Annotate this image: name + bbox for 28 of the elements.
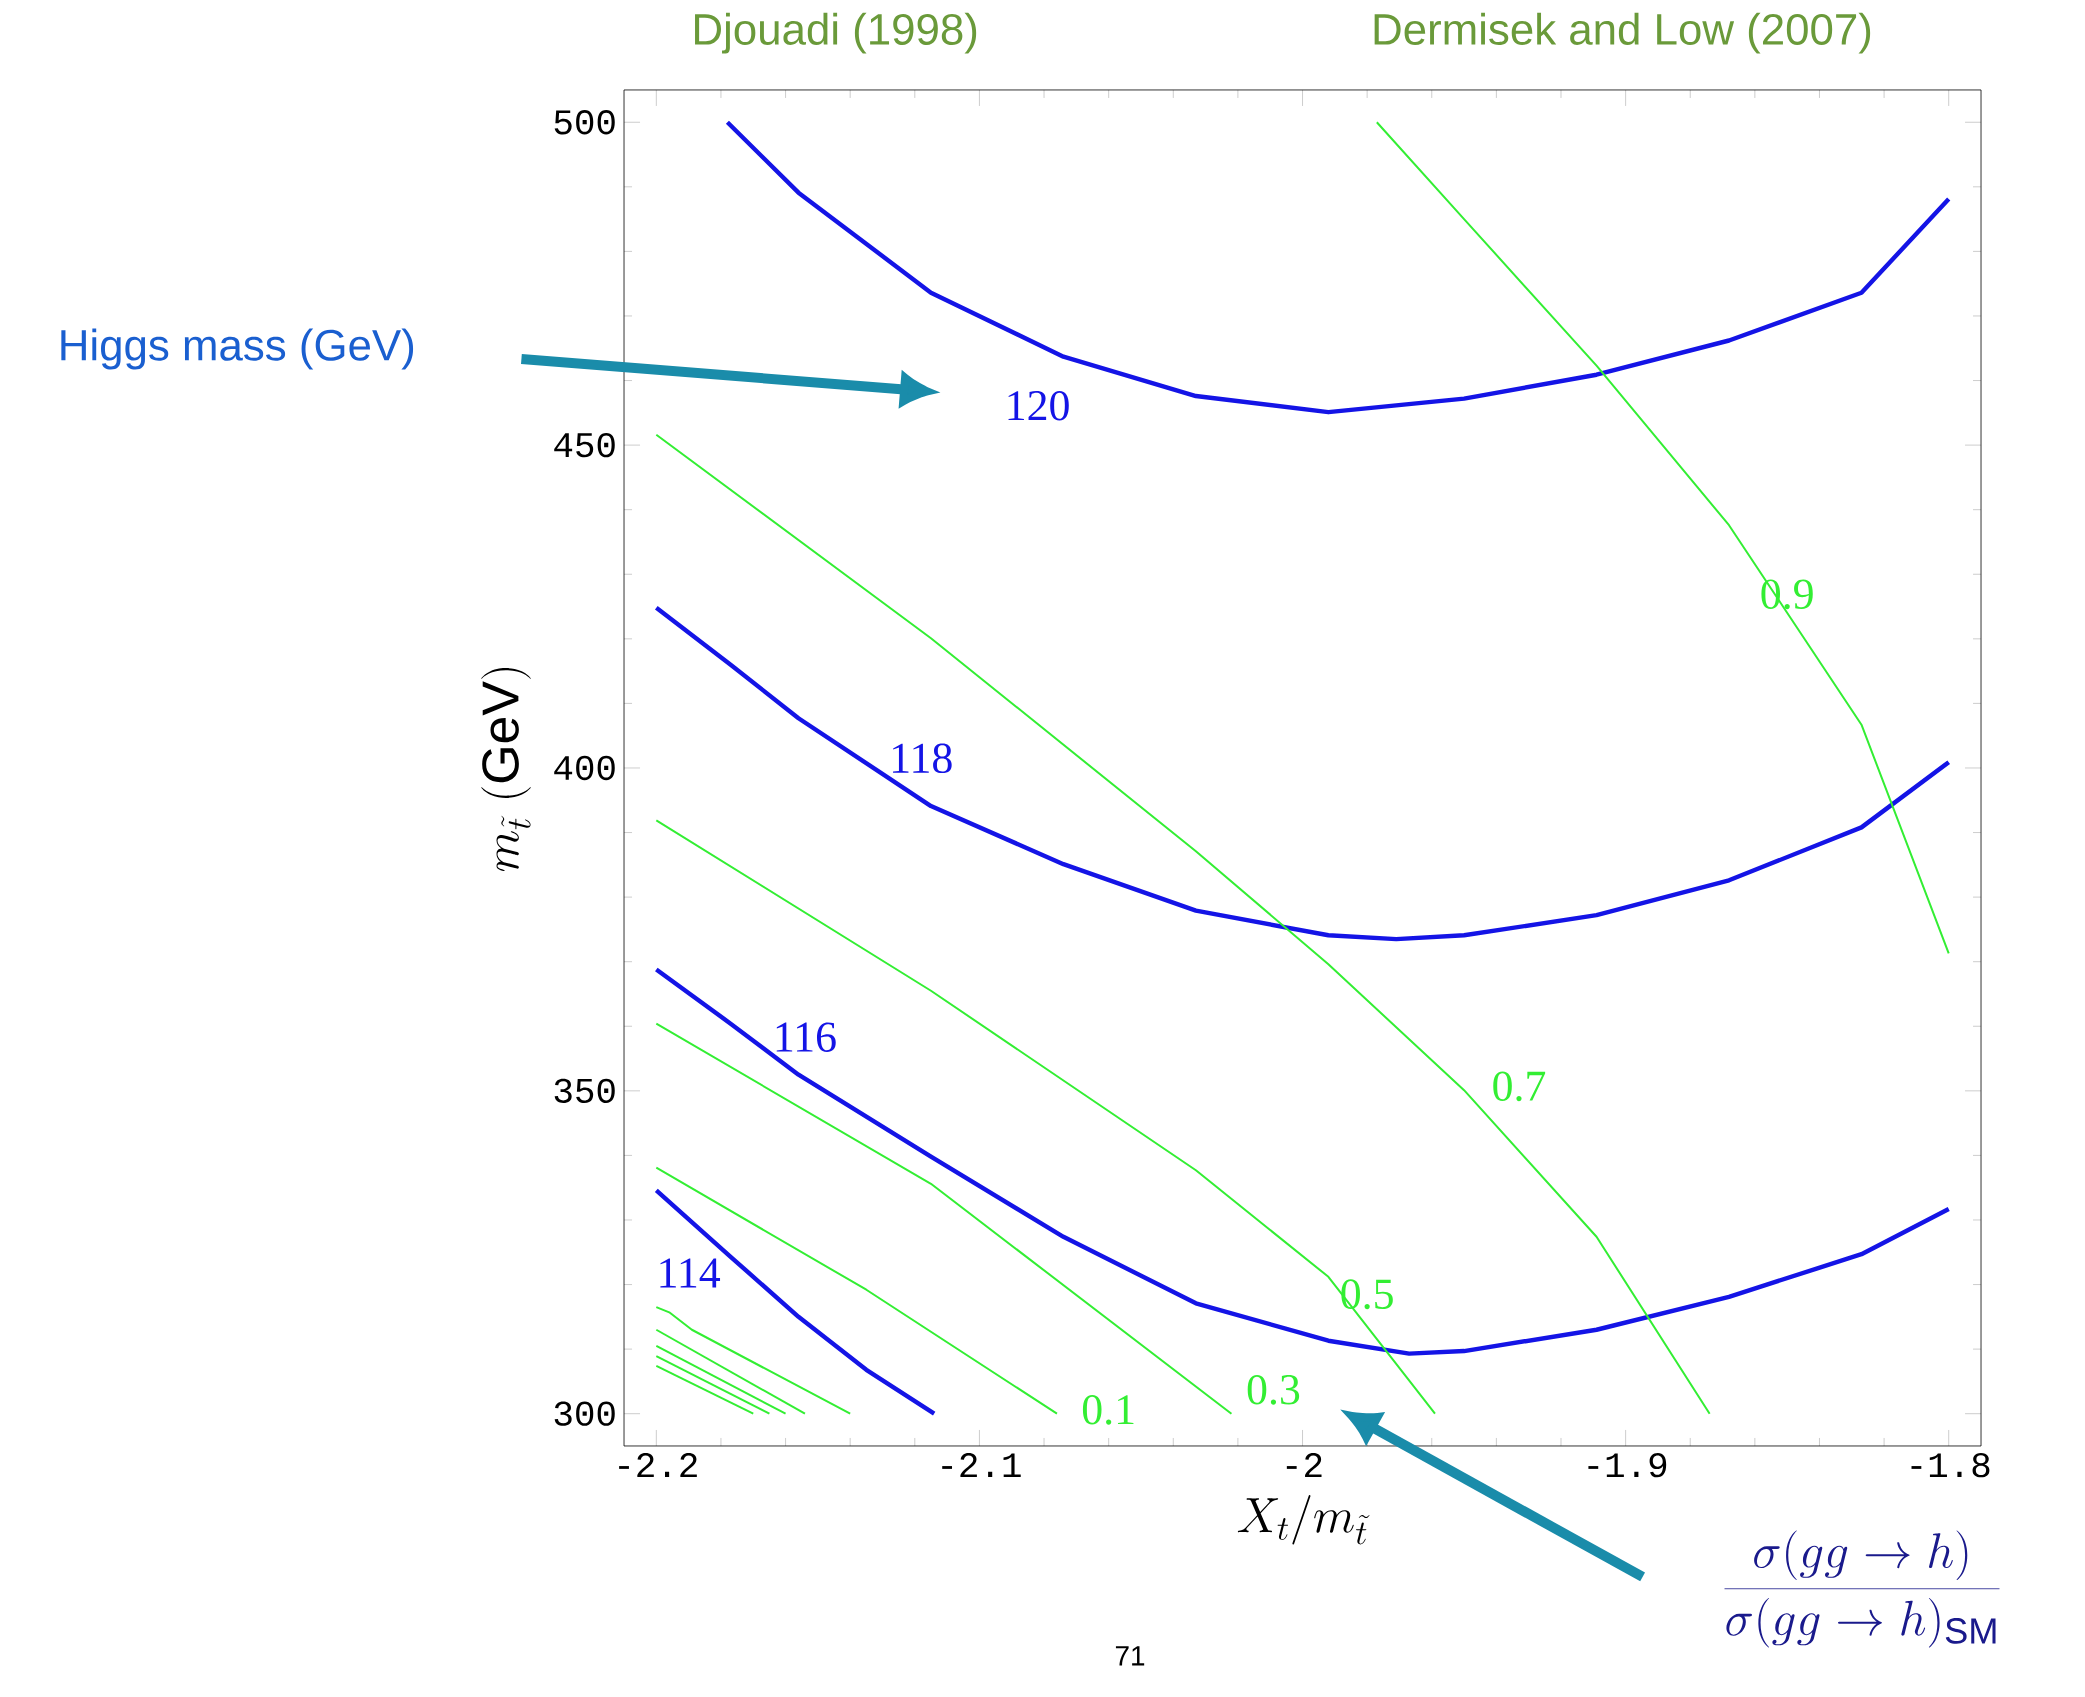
y-tick-label: 300 — [554, 1401, 615, 1426]
x-axis-title: $X_t/m_{\tilde t}$ — [1237, 1495, 1370, 1545]
x-tick-label: -1.8 — [1911, 1453, 1990, 1478]
line-series — [655, 1306, 852, 1415]
text: 71 — [1115, 1646, 1145, 1666]
x-tick-label: -2 — [1286, 1453, 1322, 1478]
series-label: 0.3 — [1247, 1374, 1300, 1405]
series-label: 0.1 — [1082, 1394, 1134, 1425]
y-tick-label: 350 — [554, 1078, 615, 1103]
text: Dermisek and Low (2007) — [1374, 12, 1871, 54]
series-label: 120 — [1008, 390, 1069, 421]
y-tick-label: 500 — [554, 110, 615, 135]
series-label: 0.5 — [1341, 1279, 1393, 1310]
line-series — [654, 967, 1951, 1356]
y-tick-label: 400 — [554, 755, 615, 781]
series-label: 114 — [660, 1258, 721, 1288]
series-label: 0.7 — [1493, 1071, 1546, 1102]
x-tick-label: -2.1 — [942, 1453, 1021, 1478]
line-series — [654, 1188, 937, 1416]
text: Djouadi (1998) — [695, 12, 977, 54]
y-tick-label: 450 — [554, 432, 615, 458]
text: Higgs mass (GeV) — [61, 328, 414, 370]
series-label: 118 — [893, 743, 952, 774]
text: $\frac{\sigma(gg\to h)}{\sigma(gg\to h)_{\mathrm{SM}}}$ — [1724, 1530, 2000, 1648]
series-label: 116 — [776, 1022, 836, 1052]
line-series — [1375, 121, 1950, 955]
y-axis-title: $m_{\tilde t}\ (\mathrm{GeV})$ — [481, 668, 531, 872]
x-tick-label: -2.2 — [619, 1453, 697, 1478]
